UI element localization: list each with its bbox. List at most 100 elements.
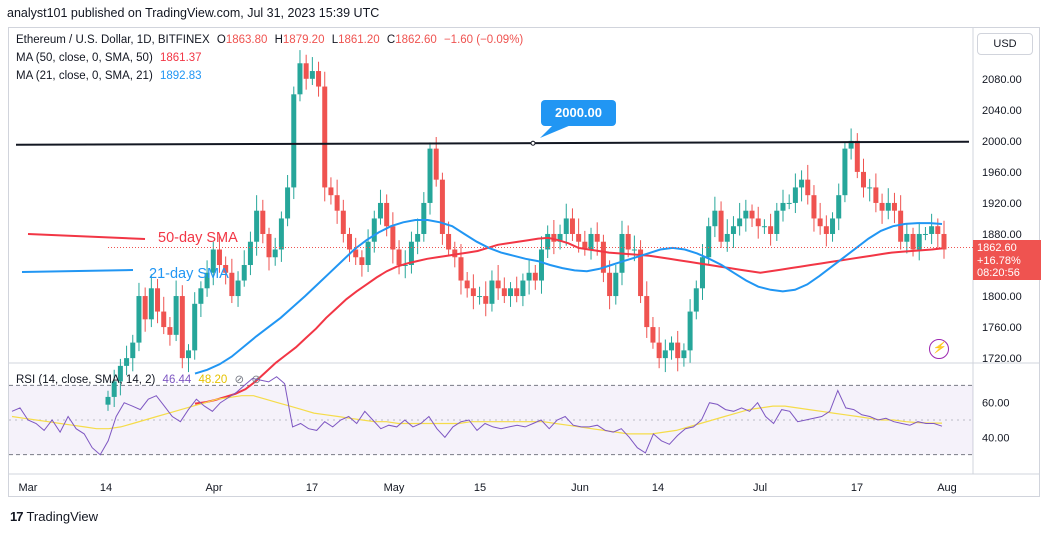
candle-body: [675, 342, 681, 359]
candle-body: [768, 226, 774, 234]
candle-body: [706, 226, 712, 258]
candle-body: [142, 296, 148, 320]
publisher-line: analyst101 published on TradingView.com,…: [7, 6, 380, 20]
candle-body: [285, 187, 291, 219]
candle-body: [241, 265, 247, 281]
candle-body: [860, 171, 866, 188]
candle-body: [179, 296, 185, 359]
price-tick-label: 1720.00: [982, 353, 1022, 365]
candle-body: [563, 218, 569, 234]
candle-body: [755, 218, 761, 227]
candle-body: [588, 233, 594, 250]
candle-body: [458, 257, 464, 281]
candle-body: [216, 249, 222, 266]
candle-body: [681, 350, 687, 359]
time-tick-label: Mar: [19, 482, 38, 494]
candle-body: [117, 365, 123, 382]
replay-clock-icon[interactable]: ⚡: [929, 339, 949, 359]
candle-body: [111, 381, 117, 397]
candle-body: [662, 350, 668, 359]
candle-body: [576, 233, 582, 242]
candle-body: [371, 218, 377, 242]
price-tick-label: 1960.00: [982, 167, 1022, 179]
candle-body: [929, 226, 935, 234]
rsi-sma-line: [11, 395, 942, 435]
candle-body: [396, 249, 402, 266]
candle-body: [538, 249, 544, 281]
candle-body: [867, 187, 873, 189]
candle-body: [384, 202, 390, 227]
open-value: O1863.80: [216, 34, 268, 46]
change-value: −1.60 (−0.09%): [443, 34, 524, 46]
candle-body: [724, 233, 730, 242]
sma21-annotation: 21-day SMA: [149, 266, 229, 282]
candle-body: [167, 327, 173, 335]
currency-button[interactable]: USD: [977, 33, 1033, 55]
candle-body: [446, 233, 452, 250]
candle-body: [192, 303, 198, 351]
price-tick-label: 1760.00: [982, 322, 1022, 334]
candle-body: [408, 241, 414, 266]
candle-body: [730, 226, 736, 234]
candle-body: [545, 233, 551, 250]
candle-body: [699, 257, 705, 289]
candle-body: [607, 272, 613, 297]
candle-body: [353, 249, 359, 258]
rsi-label: RSI (14, close, SMA, 14, 2): [16, 374, 156, 386]
candle-body: [105, 396, 111, 405]
ma21-line: [194, 219, 943, 375]
time-tick-label: 14: [100, 482, 112, 494]
high-value: H1879.20: [274, 34, 325, 46]
candle-body: [365, 241, 371, 266]
rsi-tick-label: 40.00: [982, 432, 1010, 444]
candle-body: [501, 288, 507, 297]
price-tick-label: 2000.00: [982, 136, 1022, 148]
candle-body: [489, 280, 495, 304]
candle-body: [297, 63, 303, 95]
candle-body: [792, 187, 798, 203]
candle-body: [266, 233, 272, 258]
last-price-label: 1862.60: [973, 240, 1041, 256]
candle-body: [514, 288, 520, 297]
time-tick-label: Jul: [753, 482, 767, 494]
sma21-annotation-line: [21, 269, 134, 273]
candle-body: [532, 272, 538, 281]
candle-body: [186, 350, 192, 359]
rsi-value: 46.44: [162, 374, 192, 386]
settings-icon[interactable]: ⊘: [251, 374, 261, 386]
symbol-label: Ethereum / U.S. Dollar, 1D, BITFINEX: [16, 34, 210, 46]
visibility-icon[interactable]: ⊘: [234, 374, 245, 386]
level-callout[interactable]: 2000.00: [541, 100, 616, 126]
candle-body: [817, 218, 823, 227]
candle-body: [613, 272, 619, 297]
candle-body: [415, 233, 421, 242]
candle-body: [439, 179, 445, 234]
candle-body: [272, 249, 278, 258]
candle-body: [229, 272, 235, 297]
candle-body: [669, 342, 675, 351]
candle-body: [625, 233, 631, 250]
candle-body: [148, 288, 154, 320]
candle-body: [402, 265, 408, 267]
candle-body: [130, 342, 136, 359]
time-tick-label: 14: [652, 482, 664, 494]
time-tick-label: May: [384, 482, 405, 494]
candle-body: [873, 187, 879, 203]
candle-body: [433, 148, 439, 180]
footer-brand: 17 TradingView: [10, 509, 98, 524]
candle-body: [687, 311, 693, 351]
candle-body: [842, 148, 848, 196]
candle-body: [377, 202, 383, 219]
candle-body: [737, 218, 743, 227]
ma50-legend: MA (50, close, 0, SMA, 50) 1861.37: [16, 52, 206, 64]
candle-body: [638, 249, 644, 297]
candle-body: [904, 233, 910, 242]
candle-body: [204, 272, 210, 289]
candle-body: [254, 210, 260, 242]
candle-body: [879, 202, 885, 211]
price-tick-label: 1920.00: [982, 198, 1022, 210]
candle-body: [136, 296, 142, 343]
candle-body: [774, 210, 780, 234]
candle-body: [780, 202, 786, 211]
